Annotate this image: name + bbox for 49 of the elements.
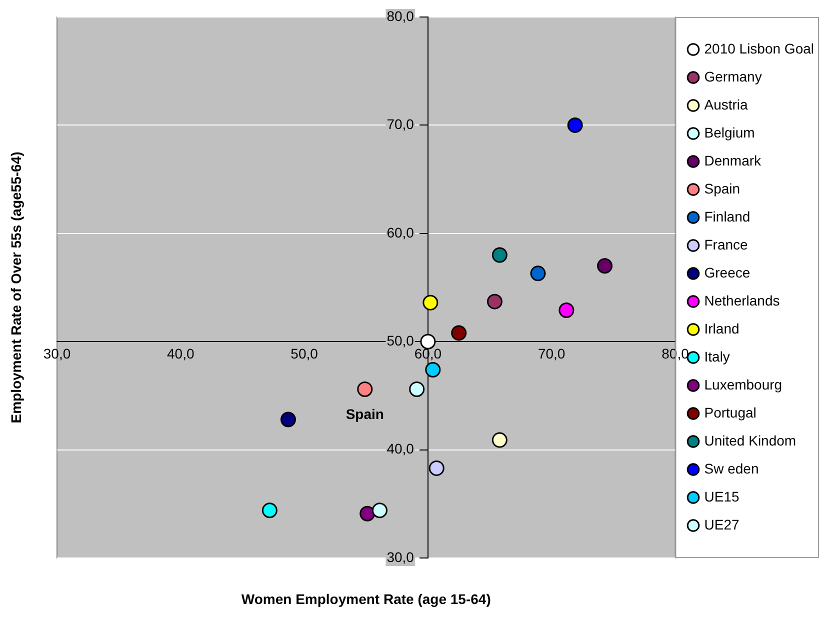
legend-label: Greece xyxy=(704,264,750,280)
legend-label: Denmark xyxy=(704,152,762,168)
annotation: Spain xyxy=(346,406,384,422)
legend-label: UE15 xyxy=(704,488,740,504)
point xyxy=(486,294,502,310)
y-tick-label: 30,0 xyxy=(386,548,414,565)
point xyxy=(567,117,583,133)
point xyxy=(425,362,441,378)
x-tick-label: 70,0 xyxy=(538,345,566,362)
point xyxy=(492,247,508,263)
legend-label: Austria xyxy=(704,96,748,112)
y-tick-label: 80,0 xyxy=(386,8,414,24)
x-axis-title: Women Employment Rate (age 15-64) xyxy=(241,590,491,607)
point xyxy=(420,334,436,350)
point xyxy=(428,460,444,476)
legend-label: Portugal xyxy=(704,404,756,420)
y-tick-label: 70,0 xyxy=(386,116,414,132)
point xyxy=(492,432,508,448)
x-tick-label: 30,0 xyxy=(43,345,71,362)
point xyxy=(262,502,278,518)
legend-label: Italy xyxy=(704,348,730,364)
point xyxy=(422,294,438,310)
legend-label: Belgium xyxy=(704,124,755,140)
legend-label: Irland xyxy=(704,320,740,336)
y-tick-label: 50,0 xyxy=(386,332,414,348)
point xyxy=(280,412,296,428)
legend-label: Netherlands xyxy=(704,292,780,308)
legend-label: Sw eden xyxy=(704,460,759,476)
x-tick-label: 40,0 xyxy=(167,345,194,362)
y-tick-label: 40,0 xyxy=(386,440,414,457)
legend-label: Luxembourg xyxy=(704,376,782,392)
point xyxy=(451,325,467,341)
legend-label: United Kindom xyxy=(704,432,796,448)
legend-label: 2010 Lisbon Goal xyxy=(704,40,814,56)
point xyxy=(360,506,376,522)
legend-label: Germany xyxy=(704,68,762,84)
legend-label: Finland xyxy=(704,208,750,224)
point xyxy=(558,302,574,318)
point xyxy=(372,502,388,518)
point xyxy=(409,381,425,397)
legend-label: Spain xyxy=(704,180,740,196)
y-axis-title: Employment Rate of Over 55s (age55-64) xyxy=(8,152,24,424)
point xyxy=(357,381,373,397)
legend-label: UE27 xyxy=(704,516,740,532)
x-tick-label: 50,0 xyxy=(290,345,318,362)
point xyxy=(530,266,546,282)
point xyxy=(597,258,613,274)
legend-label: France xyxy=(704,236,748,252)
y-tick-label: 60,0 xyxy=(386,224,414,240)
